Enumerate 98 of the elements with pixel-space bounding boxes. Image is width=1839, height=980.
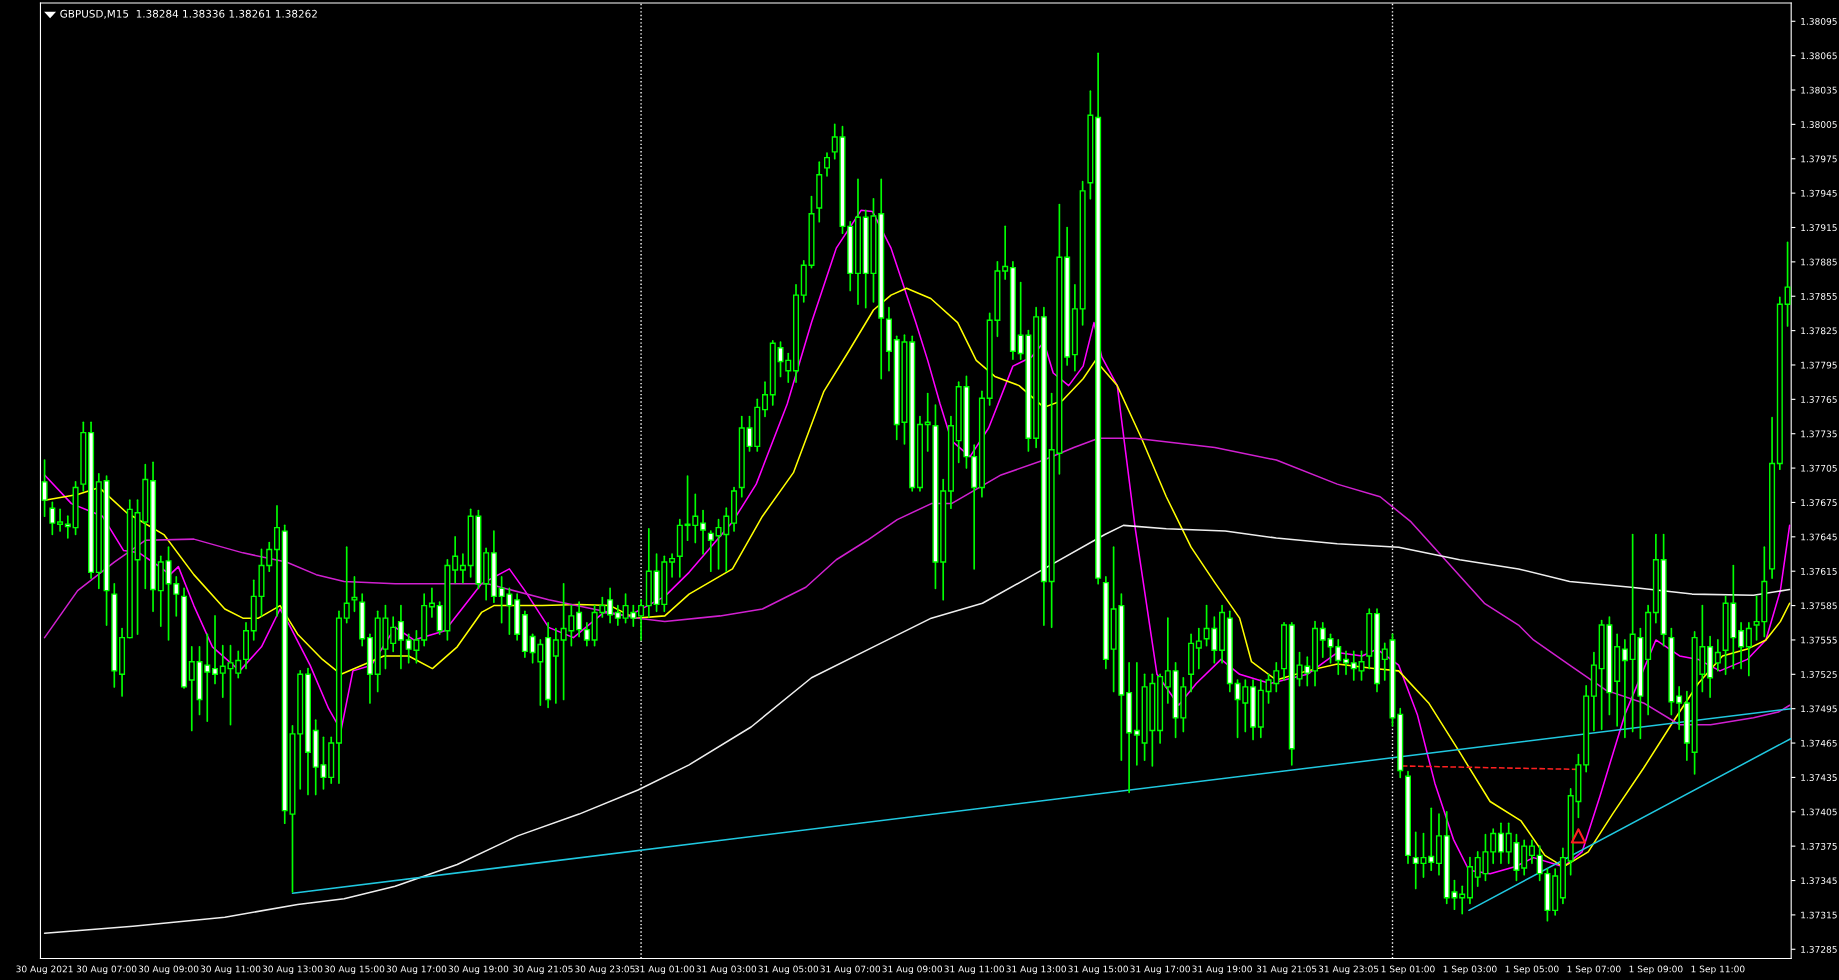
x-tick-label: 31 Aug 09:00 [882,965,943,975]
candlestick [459,553,466,584]
y-tick-label: 1.37405 [1801,808,1837,816]
x-tick-label: 31 Aug 17:00 [1130,965,1190,975]
candlestick [700,509,707,555]
candlestick [1133,662,1140,766]
x-tick-label: 31 Aug 03:00 [696,965,757,975]
line-series [43,437,1791,726]
y-tick-label: 1.37495 [1801,705,1837,713]
x-tick-label: 30 Aug 19:00 [448,965,509,975]
candlestick [1497,822,1504,865]
x-tick-label: 30 Aug 07:00 [76,965,137,975]
x-tick-label: 30 Aug 21:05 [513,965,573,975]
candlestick [552,627,559,704]
x-tick-label: 30 Aug 2021 [16,965,73,975]
y-tick-label: 1.37435 [1801,774,1837,781]
y-tick-label: 1.37585 [1801,602,1837,610]
x-tick-label: 30 Aug 15:00 [324,965,385,975]
candlestick [1714,639,1721,672]
y-tick-label: 1.37375 [1801,842,1837,850]
x-tick-label: 30 Aug 13:00 [262,965,323,975]
candlestick [397,604,404,670]
y-tick-label: 1.37765 [1801,396,1837,403]
y-tick-label: 1.38065 [1801,52,1837,60]
y-tick-label: 1.37885 [1801,258,1837,266]
candlestick [1490,828,1497,865]
candlestick [390,616,397,653]
candlestick [1745,621,1752,677]
candlestick [614,604,621,626]
candlestick [211,615,219,685]
x-tick-label: 31 Aug 13:00 [1006,965,1066,975]
y-tick-label: 1.37675 [1801,499,1837,507]
y-tick-label: 1.37915 [1801,224,1837,232]
x-tick-label: 30 Aug 23:05 [575,965,635,975]
candlestick [1002,225,1009,280]
y-tick-label: 1.37855 [1801,292,1837,300]
candlestick [188,645,195,732]
y-tick-label: 1.37315 [1801,911,1837,919]
x-tick-label: 1 Sep 11:00 [1691,965,1745,975]
y-tick-label: 1.37555 [1801,636,1837,644]
x-tick-label: 31 Aug 23:05 [1318,965,1379,975]
candlestick [343,546,350,624]
candlestick [1164,617,1171,704]
y-tick-label: 1.37465 [1801,739,1837,747]
candlestick [1319,621,1326,658]
candlestick [576,601,583,638]
candlestick [1342,650,1350,676]
x-tick-label: 1 Sep 01:00 [1381,965,1435,975]
candlestick [1621,639,1628,739]
candlestick [669,553,676,578]
x-tick-label: 1 Sep 09:00 [1629,965,1683,975]
x-tick-label: 1 Sep 05:00 [1505,965,1559,975]
candlestick [1521,839,1528,876]
y-tick-label: 1.37615 [1801,567,1837,575]
y-tick-label: 1.38005 [1801,121,1837,128]
y-tick-label: 1.37705 [1801,464,1837,472]
candlestick [583,621,590,647]
candlestick [638,599,645,641]
x-tick-label: 30 Aug 11:00 [200,965,261,975]
y-tick-label: 1.37825 [1801,327,1837,335]
line-series [43,524,1791,934]
x-tick-label: 1 Sep 07:00 [1567,965,1621,975]
y-tick-label: 1.37735 [1801,430,1837,438]
x-tick-label: 31 Aug 19:00 [1192,965,1252,975]
candlestick [1195,627,1202,670]
y-tick-label: 1.37975 [1801,155,1837,163]
y-tick-label: 1.37525 [1801,671,1837,678]
y-tick-label: 1.37795 [1801,361,1837,369]
candlestick [823,152,831,177]
x-tick-label: 1 Sep 03:00 [1443,965,1497,975]
candlestick [607,587,614,624]
x-tick-label: 31 Aug 07:00 [820,965,881,975]
candlestick [1738,621,1745,670]
x-tick-label: 30 Aug 09:00 [138,965,199,975]
candlestick [452,535,459,584]
y-tick-label: 1.38035 [1801,86,1837,94]
candlestick [1676,686,1683,731]
candlestick [707,530,714,573]
y-tick-label: 1.37945 [1801,189,1837,197]
candlestick [49,501,56,536]
x-tick-label: 31 Aug 05:00 [758,965,819,975]
candlestick [762,381,769,418]
candlestick [273,505,281,617]
x-tick-label: 31 Aug 01:00 [634,965,695,975]
x-tick-label: 31 Aug 15:00 [1068,965,1128,975]
text: GBPUSD,M15 1.38284 1.38336 1.38261 1.38262 [60,9,317,19]
y-tick-label: 1.37345 [1801,877,1837,885]
x-tick-label: 31 Aug 11:00 [944,965,1005,975]
y-tick-label: 1.38095 [1801,18,1837,25]
x-tick-label: 31 Aug 21:05 [1256,965,1317,975]
candlestick [64,515,71,539]
candlestick [924,392,931,452]
y-tick-label: 1.37285 [1801,946,1837,953]
x-tick-label: 30 Aug 17:00 [386,965,447,975]
candlestick [351,576,358,613]
candlestick [1528,839,1535,865]
candlestick [57,508,64,532]
y-tick-label: 1.37645 [1801,533,1837,541]
